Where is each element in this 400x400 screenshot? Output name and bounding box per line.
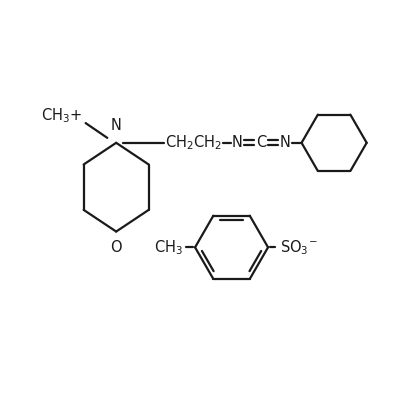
- Text: CH$_2$CH$_2$: CH$_2$CH$_2$: [164, 134, 222, 152]
- Text: SO$_3$$^{-}$: SO$_3$$^{-}$: [280, 238, 318, 257]
- Text: N: N: [232, 135, 243, 150]
- Text: O: O: [110, 240, 122, 256]
- Text: CH$_3$+: CH$_3$+: [42, 106, 82, 124]
- Text: N: N: [279, 135, 290, 150]
- Text: C: C: [256, 135, 266, 150]
- Text: CH$_3$: CH$_3$: [154, 238, 183, 257]
- Text: N: N: [111, 118, 122, 133]
